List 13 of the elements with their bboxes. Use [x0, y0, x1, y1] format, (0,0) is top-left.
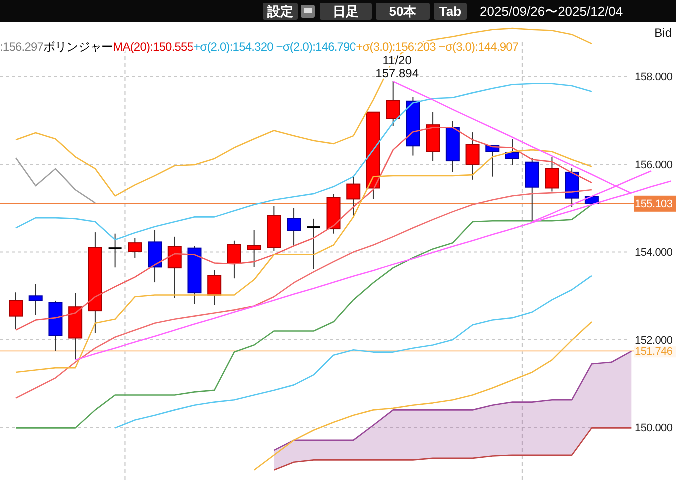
- annotation: ボリンジャー: [44, 40, 114, 54]
- y-tick-label: 152.000: [635, 334, 673, 347]
- y-tick-label: 154.000: [635, 247, 673, 260]
- y-tick-label: 158.000: [635, 72, 673, 84]
- annotation: +σ(2.0):154.320 −σ(2.0):146.790: [194, 40, 357, 54]
- annotation: :156.297: [0, 40, 44, 54]
- y-tick-label: 150.000: [635, 422, 673, 435]
- y-tick-label: 156.000: [635, 159, 673, 172]
- annotation: MA(20):150.555: [113, 40, 194, 54]
- toolbar: 設定 日足 50本 Tab 2025/09/26〜2025/12/04: [0, 0, 676, 22]
- ref-line-label: 151.746: [635, 346, 673, 358]
- annotation: Bid: [654, 26, 672, 40]
- ref-line-label: 155.103: [635, 198, 673, 211]
